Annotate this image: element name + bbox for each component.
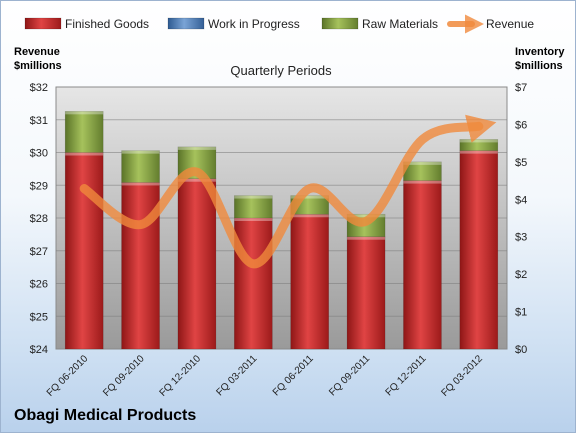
left-tick-label: $27 — [30, 246, 48, 258]
x-tick-label: FQ 09-2010 — [101, 353, 147, 399]
bar-top-highlight — [403, 180, 442, 184]
bar-finished-goods — [234, 217, 273, 350]
bar-top-highlight — [121, 182, 160, 186]
bar-top-highlight — [121, 150, 160, 154]
bar-finished-goods — [177, 178, 217, 350]
left-tick-label: $25 — [30, 311, 48, 323]
right-tick-label: $7 — [515, 82, 527, 94]
bar-finished-goods — [346, 236, 386, 350]
left-tick-label: $26 — [30, 279, 48, 291]
left-tick-label: $24 — [30, 344, 48, 356]
x-tick-label: FQ 12-2010 — [158, 353, 204, 399]
left-tick-label: $31 — [30, 115, 48, 127]
bar-top-highlight — [177, 146, 216, 150]
bar-top-highlight — [403, 161, 442, 165]
bar-raw-materials — [64, 111, 104, 153]
x-tick-label: FQ 09-2011 — [327, 353, 372, 398]
x-tick-label: FQ 03-2012 — [439, 353, 485, 399]
x-tick-label: FQ 03-2011 — [214, 353, 259, 398]
legend-label: Finished Goods — [65, 17, 149, 31]
chart-title: Quarterly Periods — [230, 63, 332, 78]
bar-top-highlight — [459, 139, 498, 143]
bar-finished-goods — [459, 150, 499, 350]
bar-finished-goods — [403, 180, 442, 350]
legend-swatch-raw-materials — [321, 17, 359, 30]
legend-swatch-finished-goods — [24, 17, 62, 30]
bar-top-highlight — [65, 152, 104, 156]
left-tick-label: $30 — [30, 148, 48, 160]
right-tick-label: $3 — [515, 232, 527, 244]
revenue-line — [79, 114, 497, 269]
left-tick-label: $29 — [30, 180, 48, 192]
left-tick-label: $32 — [30, 82, 48, 94]
right-tick-label: $1 — [515, 307, 527, 319]
right-tick-label: $4 — [515, 194, 527, 206]
left-axis-title-line2: $millions — [14, 60, 62, 72]
right-axis-title: Inventory $millions — [515, 45, 565, 73]
bar-top-highlight — [459, 150, 498, 154]
x-tick-label: FQ 06-2011 — [271, 353, 316, 398]
bar-top-highlight — [234, 195, 273, 199]
right-tick-label: $6 — [515, 119, 527, 131]
legend-label: Work in Progress — [208, 17, 300, 31]
right-axis-title-line1: Inventory — [515, 46, 565, 58]
legend-label: Revenue — [486, 17, 534, 31]
bar-finished-goods — [290, 213, 329, 350]
left-axis-title: Revenue $millions — [14, 45, 62, 73]
company-name: Obagi Medical Products — [14, 407, 197, 424]
right-axis-title-line2: $millions — [515, 60, 563, 72]
bar-top-highlight — [347, 214, 386, 218]
left-tick-label: $28 — [30, 213, 48, 225]
bar-top-highlight — [65, 111, 104, 115]
x-tick-label: FQ 06-2010 — [45, 353, 91, 399]
bar-finished-goods — [64, 152, 104, 350]
right-tick-label: $5 — [515, 157, 527, 169]
left-axis-title-line1: Revenue — [14, 46, 60, 58]
right-tick-label: $2 — [515, 269, 527, 281]
bar-top-highlight — [290, 195, 329, 199]
bar-top-highlight — [177, 178, 216, 182]
bar-raw-materials — [234, 195, 273, 219]
bar-top-highlight — [347, 236, 386, 240]
legend-swatch-work-in-progress — [167, 17, 205, 30]
legend-label: Raw Materials — [362, 17, 438, 31]
x-tick-label: FQ 12-2011 — [384, 353, 429, 398]
right-tick-label: $0 — [515, 344, 527, 356]
bar-top-highlight — [234, 218, 273, 221]
bar-raw-materials — [121, 150, 160, 183]
bar-finished-goods — [121, 182, 160, 350]
bar-top-highlight — [290, 214, 329, 218]
